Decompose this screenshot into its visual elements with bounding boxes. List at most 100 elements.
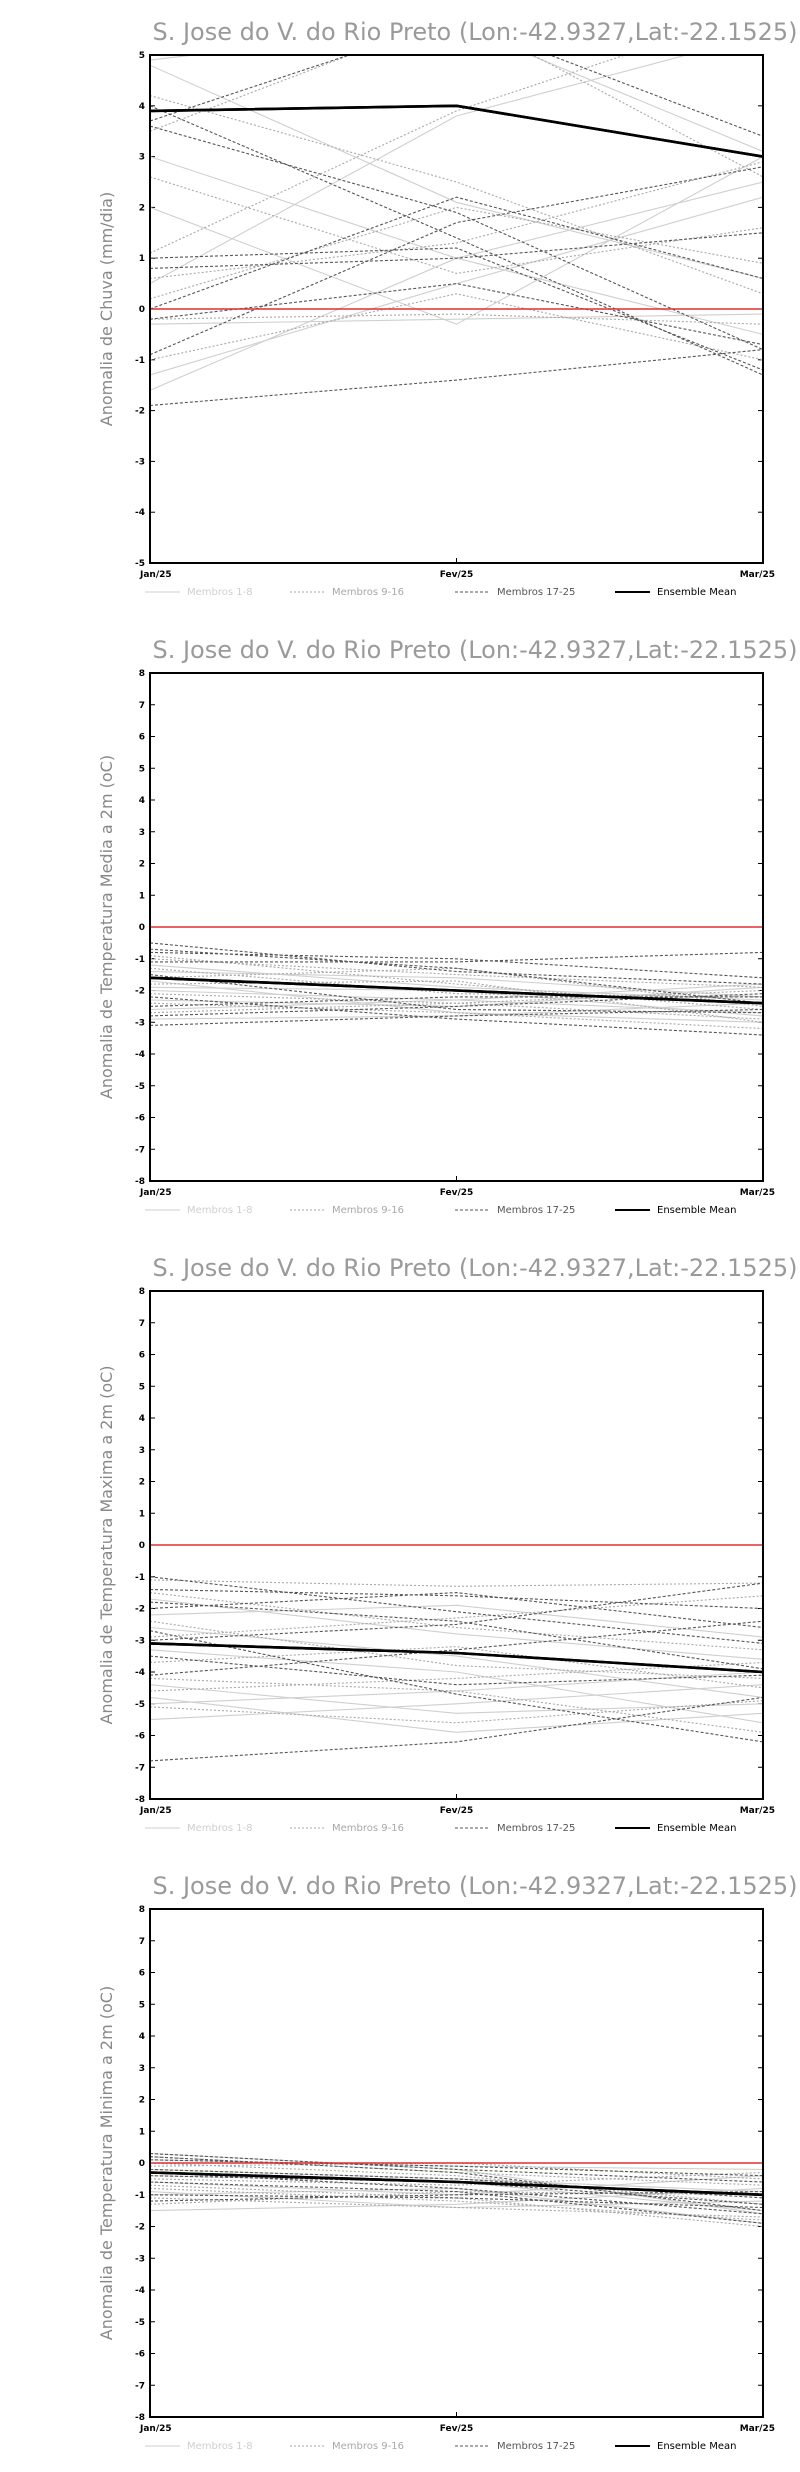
member-line-group-3 — [150, 996, 763, 1036]
member-line-group-3 — [150, 196, 763, 310]
member-line-group-1 — [150, 55, 763, 153]
member-line-group-3 — [150, 2181, 763, 2224]
chart-title: S. Jose do V. do Rio Preto (Lon:-42.9327… — [152, 18, 797, 46]
y-tick-label: 3 — [139, 1446, 145, 1456]
x-tick-label: Mar/25 — [740, 2424, 775, 2434]
y-tick-label: 3 — [139, 2064, 145, 2074]
member-line-group-3 — [150, 1588, 763, 1610]
member-line-group-1 — [150, 980, 763, 1023]
ensemble-mean-line — [150, 976, 763, 1005]
legend-label-2: Membros 9-16 — [332, 587, 404, 598]
y-tick-label: -2 — [135, 1605, 145, 1615]
chart-svg: S. Jose do V. do Rio Preto (Lon:-42.9327… — [97, 1254, 798, 1834]
y-tick-label: -6 — [135, 1114, 145, 1124]
y-tick-label: -5 — [135, 1700, 145, 1710]
y-tick-label: -7 — [135, 1145, 145, 1155]
y-tick-label: -6 — [135, 2350, 145, 2360]
x-tick-label: Fev/25 — [440, 1188, 474, 1198]
member-line-group-2 — [150, 1620, 763, 1679]
member-line-group-1 — [150, 55, 689, 285]
legend-label-1: Membros 1-8 — [187, 587, 253, 598]
member-line-group-1 — [150, 1604, 763, 1638]
y-tick-label: -8 — [135, 2413, 145, 2423]
y-tick-label: 6 — [139, 1351, 145, 1361]
y-tick-label: 8 — [139, 1287, 145, 1297]
member-line-group-1 — [150, 970, 763, 998]
member-line-group-2 — [150, 55, 627, 254]
member-line-group-1 — [150, 1684, 763, 1721]
legend-label-2: Membros 9-16 — [332, 1823, 404, 1834]
member-line-group-2 — [150, 161, 763, 280]
member-line-group-3 — [150, 283, 763, 346]
y-tick-label: 3 — [139, 153, 145, 163]
y-tick-label: -7 — [135, 2381, 145, 2391]
y-tick-label: -2 — [135, 987, 145, 997]
member-line-group-3 — [150, 232, 763, 269]
chart-title: S. Jose do V. do Rio Preto (Lon:-42.9327… — [152, 1254, 797, 1282]
member-line-group-2 — [150, 95, 763, 295]
y-tick-label: 5 — [139, 764, 145, 774]
chart-title: S. Jose do V. do Rio Preto (Lon:-42.9327… — [152, 1872, 797, 1900]
member-line-group-2 — [150, 293, 763, 361]
legend-label-1: Membros 1-8 — [187, 1205, 253, 1216]
member-line-group-3 — [150, 2152, 763, 2183]
chart-panel-1: S. Jose do V. do Rio Preto (Lon:-42.9327… — [0, 0, 800, 618]
member-line-group-3 — [150, 951, 763, 963]
member-line-group-3 — [150, 247, 763, 371]
x-tick-label: Fev/25 — [440, 2424, 474, 2434]
member-line-group-2 — [150, 1579, 763, 1587]
y-tick-label: -5 — [135, 1082, 145, 1092]
member-line-group-1 — [150, 156, 763, 325]
member-line-group-2 — [150, 1595, 763, 1638]
legend-label-4: Ensemble Mean — [657, 1823, 736, 1834]
member-line-group-3 — [150, 1582, 763, 1641]
y-tick-label: -5 — [135, 559, 145, 569]
member-line-group-2 — [150, 967, 763, 1007]
legend-label-2: Membros 9-16 — [332, 1205, 404, 1216]
y-tick-label: -4 — [135, 2286, 145, 2296]
member-line-group-3 — [150, 1601, 763, 1670]
y-axis-label: Anomalia de Temperatura Media a 2m (oC) — [97, 755, 116, 1099]
y-tick-label: 8 — [139, 669, 145, 679]
y-tick-label: -8 — [135, 1795, 145, 1805]
y-tick-label: 4 — [139, 102, 145, 112]
member-line-group-3 — [150, 55, 763, 137]
member-line-group-3 — [150, 942, 763, 985]
y-tick-label: 2 — [139, 860, 145, 870]
member-line-group-1 — [150, 964, 763, 1001]
y-tick-label: 5 — [139, 2000, 145, 2010]
y-tick-label: -2 — [135, 2223, 145, 2233]
y-tick-label: 0 — [139, 1541, 145, 1551]
member-line-group-3 — [150, 2159, 763, 2177]
y-tick-label: -3 — [135, 1636, 145, 1646]
legend-label-1: Membros 1-8 — [187, 2441, 253, 2452]
y-tick-label: -4 — [135, 1668, 145, 1678]
member-line-group-1 — [150, 313, 763, 325]
member-line-group-2 — [150, 955, 763, 1011]
member-line-group-2 — [150, 1592, 763, 1651]
x-tick-label: Jan/25 — [139, 1806, 172, 1816]
member-line-group-1 — [150, 64, 763, 280]
y-tick-label: 3 — [139, 828, 145, 838]
y-axis-label: Anomalia de Chuva (mm/dia) — [97, 192, 116, 426]
chart-svg: S. Jose do V. do Rio Preto (Lon:-42.9327… — [97, 636, 798, 1216]
y-tick-label: -4 — [135, 1050, 145, 1060]
member-line-group-1 — [150, 2191, 763, 2209]
chart-svg: S. Jose do V. do Rio Preto (Lon:-42.9327… — [97, 1872, 798, 2452]
y-tick-label: 5 — [139, 1382, 145, 1392]
y-tick-label: 7 — [139, 1937, 145, 1947]
x-tick-label: Fev/25 — [440, 570, 474, 580]
member-line-group-3 — [150, 974, 763, 1014]
legend-label-4: Ensemble Mean — [657, 587, 736, 598]
ensemble-mean-line — [150, 104, 763, 158]
y-tick-label: -7 — [135, 1763, 145, 1773]
legend-label-4: Ensemble Mean — [657, 1205, 736, 1216]
member-line-group-3 — [150, 2156, 763, 2212]
member-line-group-2 — [150, 980, 763, 1023]
legend-label-1: Membros 1-8 — [187, 1823, 253, 1834]
chart-panel-3: S. Jose do V. do Rio Preto (Lon:-42.9327… — [0, 1236, 800, 1854]
y-tick-label: 1 — [139, 2127, 145, 2137]
member-line-group-3 — [150, 1576, 763, 1644]
member-line-group-3 — [150, 125, 763, 351]
y-tick-label: -1 — [135, 955, 145, 965]
